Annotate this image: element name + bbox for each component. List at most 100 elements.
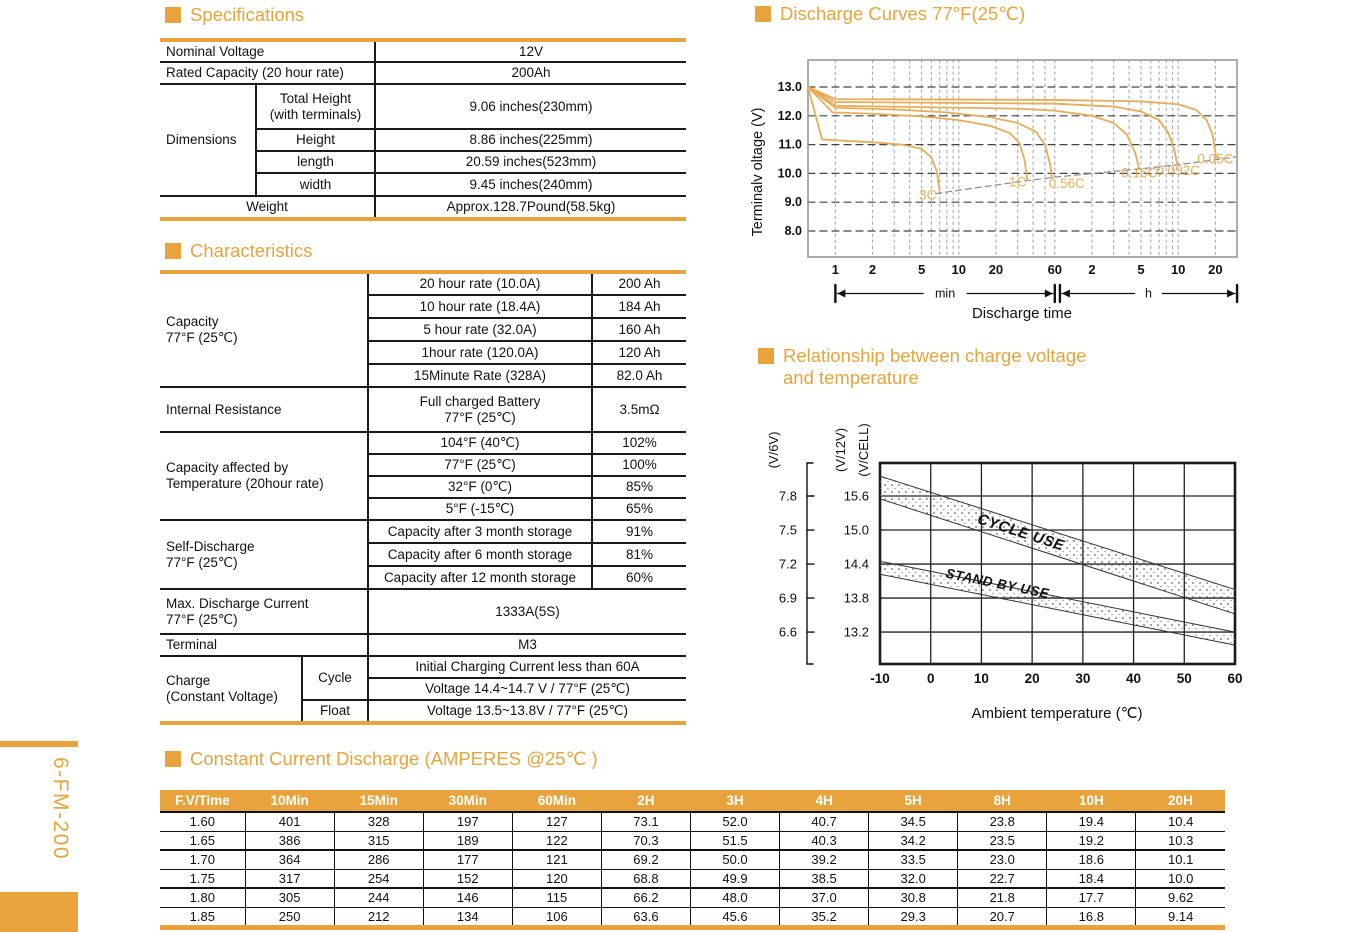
cc-cell: 68.8 [600, 869, 691, 889]
cc-cell: 66.2 [600, 888, 691, 908]
cc-cell: 127 [511, 812, 602, 832]
char-value: 100% [591, 454, 686, 477]
char-value: 60% [591, 566, 686, 590]
characteristics-header: Characteristics [165, 240, 312, 262]
spec-label: Weight [246, 199, 288, 215]
table-row: Height 8.86 inches(225mm) [160, 129, 686, 152]
characteristics-table: Capacity 77°F (25℃) 20 hour rate (10.0A)… [160, 270, 686, 725]
cc-header-cell: 15Min [334, 790, 424, 812]
svg-text:7.2: 7.2 [779, 557, 797, 572]
cc-cell: 120 [511, 869, 602, 889]
cc-cell: 254 [333, 869, 424, 889]
svg-text:7.8: 7.8 [779, 489, 797, 504]
svg-text:Terminalv oltage (V): Terminalv oltage (V) [750, 108, 766, 237]
cc-cell: 32.0 [868, 869, 958, 889]
section-title: Characteristics [190, 240, 313, 261]
cc-cell: 51.5 [689, 831, 780, 851]
table-row: Weight Approx.128.7Pound(58.5kg) [160, 196, 686, 219]
constant-current-table: F.V/Time 10Min 15Min 30Min 60Min 2H 3H 4H 5H 8H 10… [160, 790, 1225, 930]
table-row: Capacity after 6 month storage 81% [160, 543, 686, 567]
char-condition: Capacity after 12 month storage [367, 566, 592, 590]
svg-text:2: 2 [869, 262, 876, 277]
char-value: 81% [591, 543, 686, 567]
svg-text:60: 60 [1048, 262, 1062, 277]
table-row: Capacity affected by Temperature (20hour… [160, 432, 686, 521]
char-value: 65% [591, 498, 686, 521]
char-value: 82.0 Ah [591, 364, 686, 388]
cc-cell: 121 [511, 850, 602, 870]
cc-cell: 16.8 [1046, 907, 1136, 928]
spec-sublabel: width [255, 173, 375, 197]
char-label: Capacity affected by Temperature (20hour… [160, 432, 368, 521]
cc-cell: 315 [333, 831, 424, 851]
cc-cell: 1.60 [160, 812, 246, 832]
cc-cell: 317 [244, 869, 335, 889]
svg-text:5: 5 [918, 262, 925, 277]
spec-label: Dimensions [160, 84, 256, 197]
section-title: Constant Current Discharge (AMPERES @25℃… [190, 748, 598, 769]
cc-cell: 38.5 [779, 869, 869, 889]
cc-cell: 10.3 [1135, 831, 1225, 851]
svg-text:15.6: 15.6 [844, 489, 869, 504]
char-label: Capacity 77°F (25℃) [160, 272, 368, 388]
char-condition: Capacity after 6 month storage [367, 543, 592, 567]
svg-text:0: 0 [927, 671, 935, 686]
cc-cell: 10.0 [1135, 869, 1225, 889]
svg-text:Ambient temperature (℃): Ambient temperature (℃) [971, 705, 1142, 722]
svg-text:10.0: 10.0 [778, 166, 802, 180]
spec-sublabel: Height [255, 129, 375, 152]
table-row: Capacity after 12 month storage 60% [160, 566, 686, 590]
svg-text:60: 60 [1227, 671, 1242, 686]
svg-text:0.05C: 0.05C [1197, 151, 1233, 166]
cc-cell: 250 [244, 907, 335, 928]
svg-text:2: 2 [1088, 262, 1095, 277]
svg-text:13.0: 13.0 [778, 80, 802, 94]
char-sublabel: Float [301, 700, 368, 723]
svg-text:30: 30 [1075, 671, 1090, 686]
char-value: 102% [591, 432, 686, 455]
series-lines [807, 86, 1218, 192]
cc-cell: 19.2 [1046, 831, 1136, 851]
cc-cell: 17.7 [1046, 888, 1136, 908]
spec-value: 200Ah [374, 62, 686, 85]
section-marker-icon [758, 348, 774, 364]
cc-cell: 152 [422, 869, 513, 889]
constant-current-header: Constant Current Discharge (AMPERES @25℃… [165, 748, 598, 770]
char-value: 120 Ah [591, 341, 686, 365]
char-condition: 15Minute Rate (328A) [367, 364, 592, 388]
svg-text:50: 50 [1177, 671, 1192, 686]
table-row: 32°F (0℃) 85% [160, 476, 686, 499]
svg-text:15.0: 15.0 [844, 523, 869, 538]
char-condition: 1hour rate (120.0A) [367, 341, 592, 365]
table-row: Voltage 14.4~14.7 V / 77°F (25℃) [160, 678, 686, 701]
table-row: 15Minute Rate (328A) 82.0 Ah [160, 364, 686, 388]
table-row: 1.85 250 212 134 106 63.6 45.6 35.2 29.3 20.7 16.8… [160, 907, 1225, 928]
spec-label: Nominal Voltage [160, 40, 375, 63]
table-row: Dimensions Total Height (with terminals)… [160, 84, 686, 197]
char-label: Self-Discharge 77°F (25℃) [160, 520, 368, 590]
cc-header-cell: F.V/Time [160, 790, 246, 812]
char-condition: 5°F (-15℃) [367, 498, 592, 521]
cc-header-cell: 10Min [245, 790, 335, 812]
cc-cell: 20.7 [957, 907, 1047, 928]
svg-text:10: 10 [952, 262, 966, 277]
cc-cell: 40.7 [779, 812, 869, 832]
table-row: 1.70 364 286 177 121 69.2 50.0 39.2 33.5 23.0 18.6… [160, 850, 1225, 870]
cc-cell: 115 [511, 888, 602, 908]
section-marker-icon [755, 6, 771, 22]
cc-cell: 19.4 [1046, 812, 1136, 832]
cc-cell: 33.5 [868, 850, 958, 870]
svg-text:-10: -10 [870, 671, 890, 686]
cc-header-cell: 20H [1135, 790, 1225, 812]
svg-text:14.4: 14.4 [844, 557, 869, 572]
sidebar-strip [0, 741, 78, 747]
svg-text:3C: 3C [919, 187, 937, 202]
svg-text:8.0: 8.0 [785, 224, 802, 238]
char-value: 184 Ah [591, 295, 686, 319]
svg-text:12.0: 12.0 [778, 109, 802, 123]
cc-cell: 10.4 [1135, 812, 1225, 832]
cc-cell: 34.5 [868, 812, 958, 832]
svg-text:0.092C: 0.092C [1156, 163, 1200, 178]
char-value: 160 Ah [591, 318, 686, 342]
specifications-header: Specifications [165, 4, 304, 26]
